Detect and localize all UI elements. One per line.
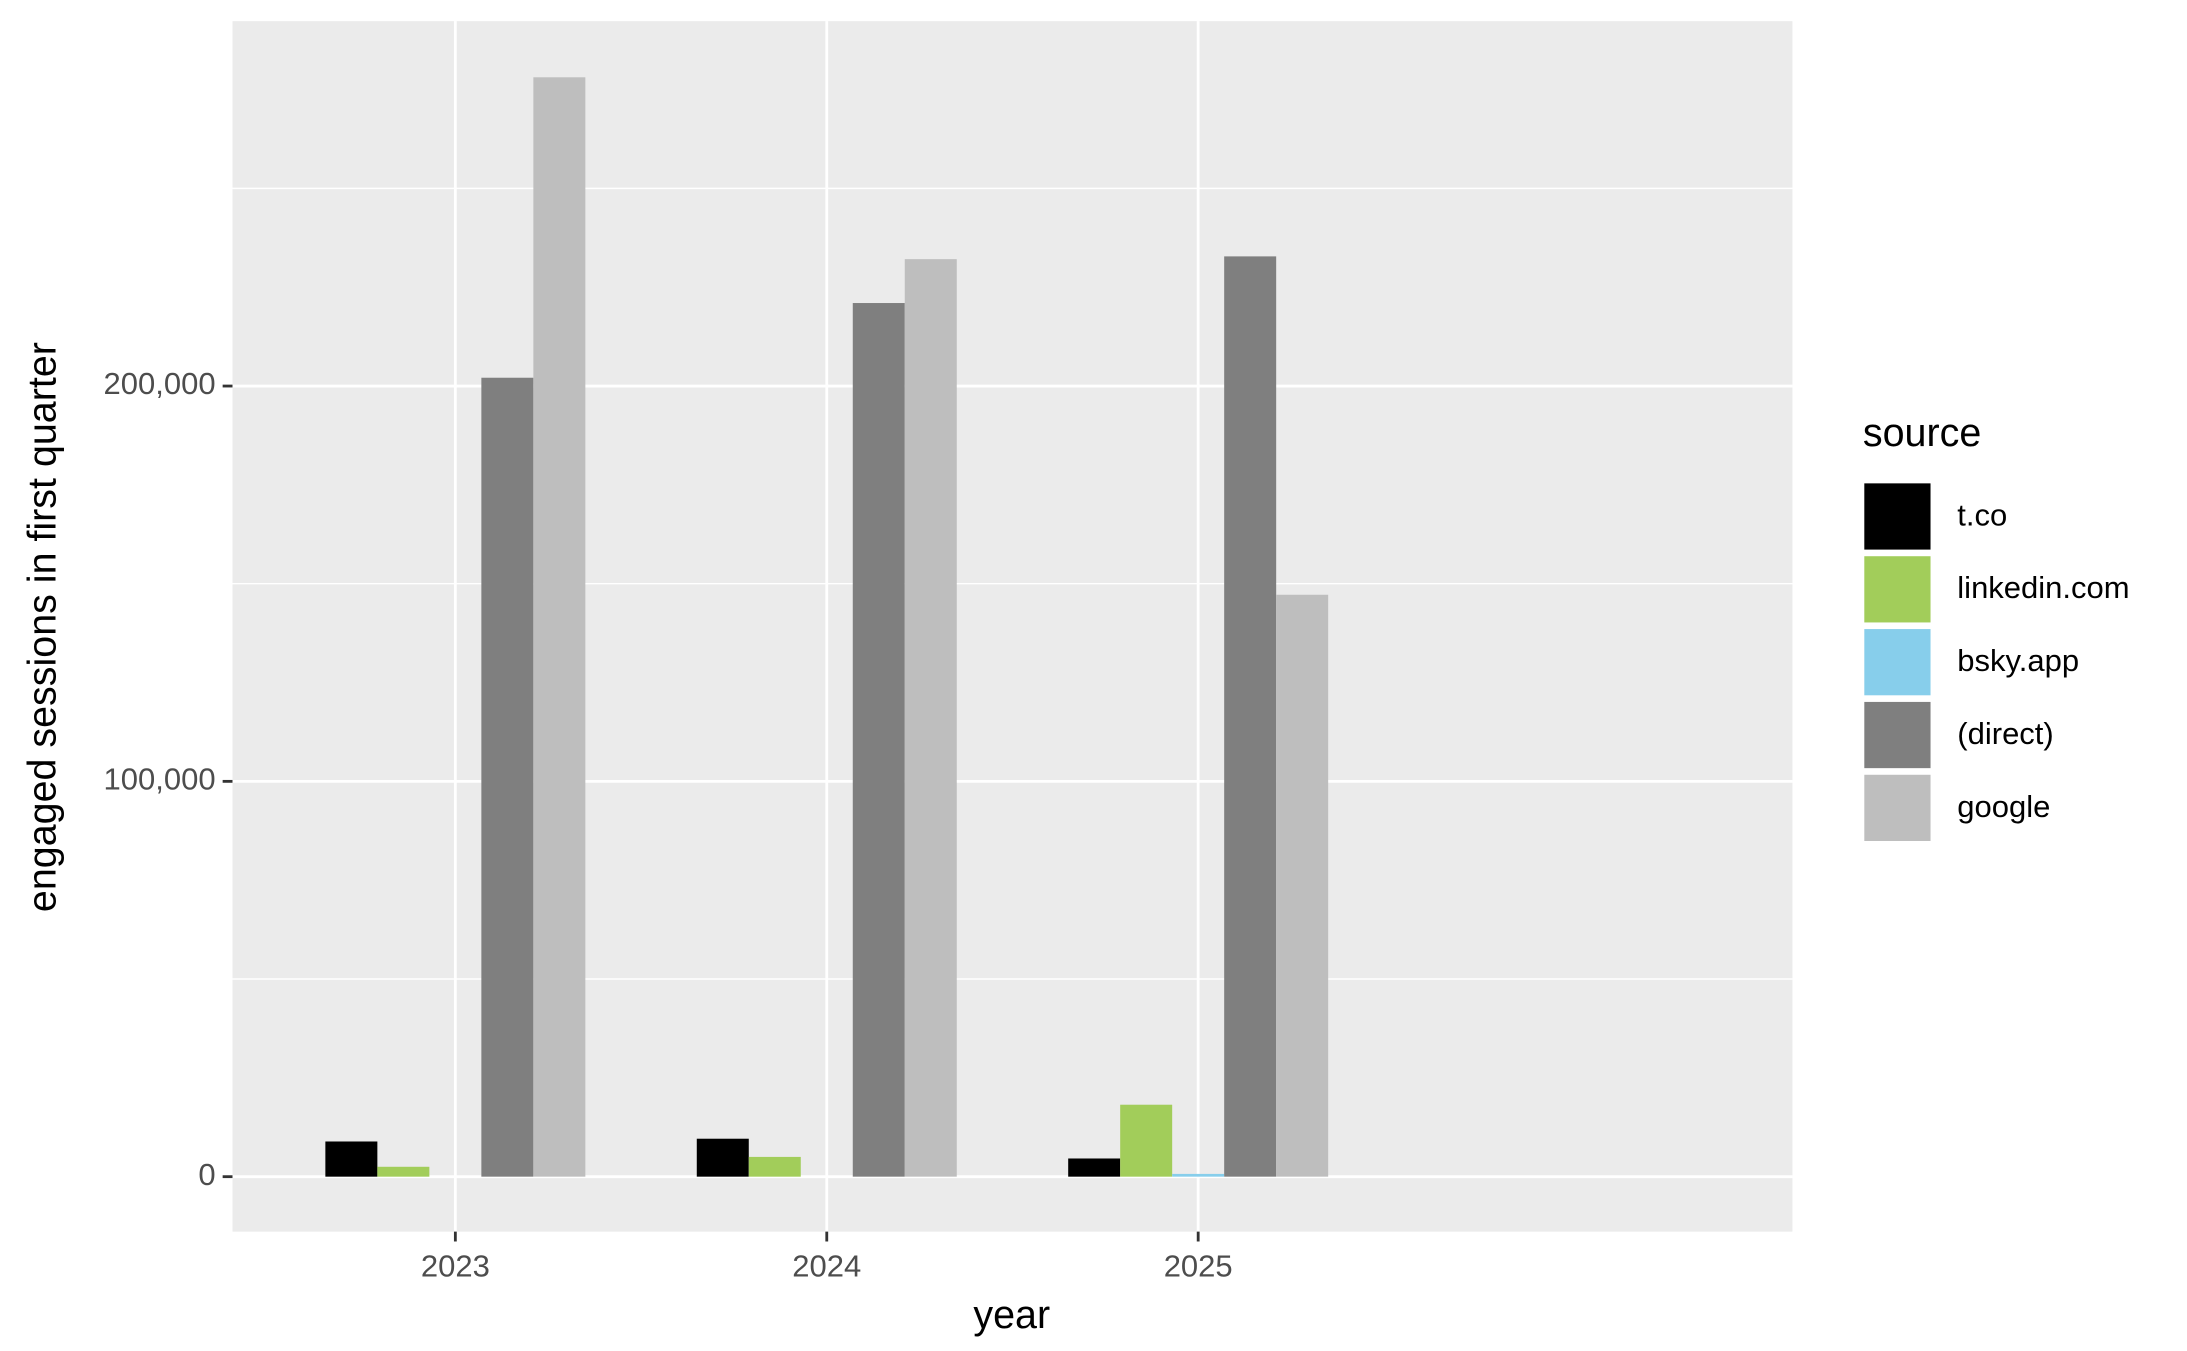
legend-key — [1861, 699, 1934, 771]
legend-label: t.co — [1957, 497, 2007, 532]
y-tick-label: 100,000 — [104, 762, 216, 797]
panel — [232, 21, 1793, 1232]
legend-label: (direct) — [1957, 716, 2053, 751]
bar — [533, 77, 586, 1177]
legend-label: google — [1957, 789, 2050, 824]
bar — [1172, 1173, 1225, 1177]
bar — [481, 377, 534, 1177]
bar — [1224, 256, 1277, 1177]
legend-label: bsky.app — [1957, 643, 2079, 678]
bar — [377, 1166, 430, 1177]
bar — [1120, 1104, 1173, 1177]
y-tick-label: 200,000 — [104, 366, 216, 401]
bar — [748, 1156, 801, 1177]
bar — [325, 1141, 378, 1177]
x-tick-label: 2023 — [421, 1248, 490, 1283]
x-tick-label: 2024 — [792, 1248, 861, 1283]
legend-key — [1861, 553, 1934, 626]
bar — [696, 1138, 749, 1177]
bar — [1276, 594, 1329, 1177]
legend-title: source — [1863, 411, 1981, 455]
bar — [852, 303, 905, 1177]
legend-key — [1861, 626, 1934, 699]
legend-key — [1861, 771, 1934, 844]
legend-key — [1861, 480, 1934, 553]
bar — [1068, 1158, 1121, 1177]
bar — [904, 259, 957, 1177]
y-tick-label: 0 — [198, 1157, 215, 1192]
x-axis-title: year — [973, 1293, 1050, 1337]
legend-label: linkedin.com — [1957, 570, 2129, 605]
x-tick-label: 2025 — [1164, 1248, 1233, 1283]
y-axis-title: engaged sessions in first quarter — [21, 342, 65, 912]
